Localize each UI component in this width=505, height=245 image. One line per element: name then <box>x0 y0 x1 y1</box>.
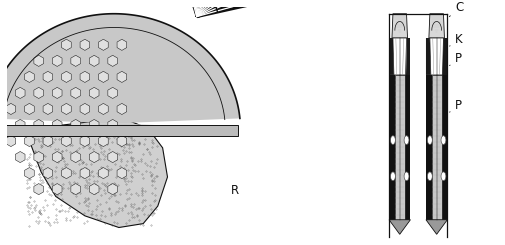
Polygon shape <box>53 119 62 131</box>
Polygon shape <box>0 14 240 128</box>
Polygon shape <box>53 87 62 98</box>
Polygon shape <box>53 151 62 163</box>
Polygon shape <box>89 119 99 131</box>
Polygon shape <box>53 55 62 66</box>
Polygon shape <box>80 71 89 83</box>
Polygon shape <box>15 151 25 163</box>
Polygon shape <box>117 135 126 147</box>
Polygon shape <box>25 103 34 114</box>
Polygon shape <box>71 184 80 195</box>
Polygon shape <box>80 103 89 114</box>
Polygon shape <box>17 119 167 228</box>
Polygon shape <box>429 38 442 75</box>
Polygon shape <box>108 184 117 195</box>
Polygon shape <box>71 151 80 163</box>
Polygon shape <box>43 103 53 114</box>
Polygon shape <box>6 135 16 147</box>
Polygon shape <box>43 168 53 179</box>
Text: P: P <box>449 52 461 65</box>
Ellipse shape <box>427 136 431 145</box>
Polygon shape <box>25 168 34 179</box>
Polygon shape <box>25 135 34 147</box>
Polygon shape <box>394 75 404 220</box>
Polygon shape <box>43 71 53 83</box>
Polygon shape <box>62 103 71 114</box>
Polygon shape <box>34 184 43 195</box>
Polygon shape <box>34 119 43 131</box>
Polygon shape <box>404 75 410 220</box>
Polygon shape <box>108 151 117 163</box>
Polygon shape <box>89 55 99 66</box>
Polygon shape <box>425 220 446 234</box>
Polygon shape <box>108 87 117 98</box>
Polygon shape <box>98 103 108 114</box>
Polygon shape <box>89 151 99 163</box>
Polygon shape <box>34 151 43 163</box>
Polygon shape <box>117 39 126 50</box>
Polygon shape <box>117 103 126 114</box>
Polygon shape <box>388 75 394 220</box>
Text: K: K <box>449 33 462 46</box>
Polygon shape <box>62 39 71 50</box>
Polygon shape <box>80 135 89 147</box>
Polygon shape <box>425 75 431 220</box>
Polygon shape <box>15 87 25 98</box>
Polygon shape <box>441 38 446 75</box>
Polygon shape <box>62 135 71 147</box>
Polygon shape <box>34 55 43 66</box>
Text: C: C <box>448 1 463 17</box>
Polygon shape <box>0 124 237 136</box>
Polygon shape <box>15 119 25 131</box>
Polygon shape <box>25 71 34 83</box>
Polygon shape <box>89 184 99 195</box>
Polygon shape <box>117 71 126 83</box>
Ellipse shape <box>390 136 394 145</box>
Polygon shape <box>441 75 446 220</box>
Polygon shape <box>89 87 99 98</box>
Ellipse shape <box>390 172 394 181</box>
Polygon shape <box>71 55 80 66</box>
Polygon shape <box>62 168 71 179</box>
Polygon shape <box>43 135 53 147</box>
Polygon shape <box>62 71 71 83</box>
Ellipse shape <box>440 172 445 181</box>
Ellipse shape <box>403 172 408 181</box>
Polygon shape <box>405 38 410 75</box>
Polygon shape <box>6 103 16 114</box>
Polygon shape <box>108 119 117 131</box>
Polygon shape <box>425 38 430 75</box>
Polygon shape <box>98 71 108 83</box>
Polygon shape <box>117 168 126 179</box>
Text: K: K <box>0 244 1 245</box>
Polygon shape <box>431 75 441 220</box>
Polygon shape <box>392 38 406 75</box>
Polygon shape <box>80 168 89 179</box>
Polygon shape <box>98 135 108 147</box>
Polygon shape <box>98 168 108 179</box>
Ellipse shape <box>427 172 431 181</box>
Text: P: P <box>449 99 461 112</box>
Ellipse shape <box>440 136 445 145</box>
Polygon shape <box>53 184 62 195</box>
Polygon shape <box>71 87 80 98</box>
Polygon shape <box>34 87 43 98</box>
Polygon shape <box>391 14 407 38</box>
Text: C: C <box>0 244 1 245</box>
Polygon shape <box>108 55 117 66</box>
Polygon shape <box>80 39 89 50</box>
Polygon shape <box>388 38 393 75</box>
Polygon shape <box>428 14 443 38</box>
Text: R: R <box>230 184 238 197</box>
Polygon shape <box>388 220 410 234</box>
Polygon shape <box>71 119 80 131</box>
Polygon shape <box>98 39 108 50</box>
Text: P: P <box>0 244 1 245</box>
Ellipse shape <box>403 136 408 145</box>
Polygon shape <box>139 0 398 12</box>
